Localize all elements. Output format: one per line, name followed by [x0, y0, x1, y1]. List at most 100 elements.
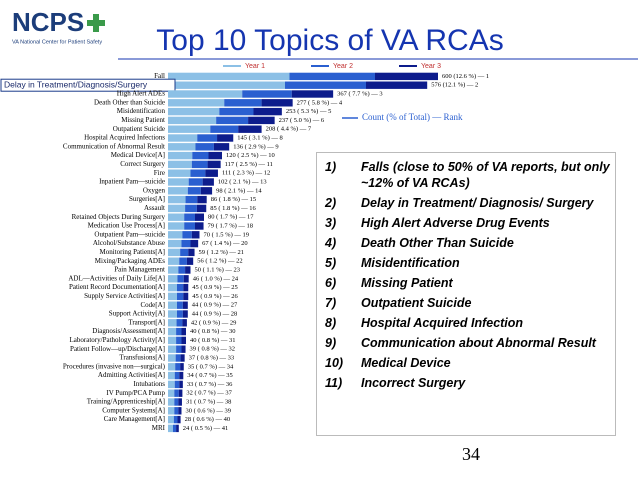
bar-segment [168, 134, 198, 142]
total-label: 56 ( 1.2 %) — 22 [197, 258, 243, 265]
category-label: Patient Follow—up/Discharge[A] [70, 345, 165, 353]
category-label: MRI [152, 424, 166, 432]
item-number: 2) [325, 196, 337, 210]
category-label: High Alert ADEs [117, 90, 165, 98]
bar-segment [168, 283, 177, 292]
category-label: Fall [154, 72, 165, 80]
bar-segment [182, 231, 192, 239]
legend-label: Year 2 [333, 63, 353, 70]
bar-segment [178, 407, 182, 415]
item-number: 3) [325, 216, 337, 230]
bar-segment [168, 319, 177, 327]
bar-segment [177, 292, 184, 301]
total-label: 44 ( 0.9 %) — 27 [192, 302, 238, 309]
category-label: Diagnosis/Assessment[A] [92, 327, 165, 335]
bar-segment [177, 301, 183, 309]
bar-segment [168, 327, 177, 336]
bar-segment [190, 169, 206, 177]
bar-segment [168, 371, 175, 380]
category-label: Care Management[A] [104, 415, 165, 423]
bar-segment [168, 292, 177, 301]
bar-segment [183, 275, 189, 283]
bar-segment [185, 204, 197, 213]
bar-segment [174, 407, 179, 415]
bar-segment [173, 415, 178, 424]
bar-segment [188, 178, 203, 186]
item-number: 10) [325, 356, 344, 370]
bar-segment [219, 107, 254, 116]
item-text: Missing Patient [361, 276, 453, 290]
total-label: 136 ( 2.9 %) — 9 [233, 143, 279, 150]
bar-segment [174, 389, 179, 397]
logo-text: NCPS [12, 7, 84, 37]
category-label: Alcohol/Substance Abuse [93, 239, 165, 247]
bar-segment [253, 107, 282, 116]
category-label: Admitting Activities[A] [98, 371, 165, 379]
category-label: Transport[A] [128, 318, 165, 326]
bar-segment [175, 363, 181, 371]
bar-segment [216, 116, 249, 125]
item-text: Communication about Abnormal Result [361, 336, 596, 350]
item-text: High Alert Adverse Drug Events [361, 216, 550, 230]
category-label: Assault [144, 204, 165, 212]
bar-segment [180, 354, 185, 362]
bar-segment [175, 354, 181, 362]
bar-segment [178, 266, 186, 274]
total-label: 253 ( 5.3 %) — 5 [286, 108, 332, 115]
category-label: Laboratory/Pathology Activity[A] [70, 336, 165, 344]
bar-segment [176, 327, 182, 336]
bar-segment [168, 222, 185, 230]
bar-segment [168, 363, 176, 371]
category-label: Patient Record Documentation[A] [69, 283, 165, 291]
total-label: 46 ( 1.0 %) — 24 [193, 275, 239, 282]
bar-segment [213, 143, 230, 151]
total-label: 98 ( 2.1 %) — 14 [216, 187, 262, 194]
slide-title: Top 10 Topics of VA RCAs [156, 24, 503, 57]
bar-segment [168, 231, 183, 239]
bar-segment [375, 72, 438, 81]
bar-segment [207, 160, 221, 169]
bar-segment [168, 178, 189, 186]
total-label: 67 ( 1.4 %) — 20 [202, 240, 248, 247]
bar-segment [168, 301, 177, 309]
bar-segment [217, 134, 234, 142]
total-label: 28 ( 0.6 %) — 40 [185, 416, 231, 423]
category-label: Delay in Treatment/Diagnosis/Surgery [4, 79, 148, 89]
item-text: Hospital Acquired Infection [361, 316, 524, 330]
category-label: Supply Service Activities[A] [84, 292, 165, 300]
total-label: 86 ( 1.8 %) — 15 [211, 196, 257, 203]
bar-segment [242, 90, 292, 98]
category-label: Missing Patient [121, 116, 165, 124]
total-label: 576 (12.1 %) — 2 [431, 82, 478, 89]
category-label: Mixing/Packaging ADEs [95, 257, 165, 265]
bar-segment [182, 310, 188, 318]
total-label: 50 ( 1.1 %) — 23 [195, 266, 241, 273]
total-label: 30 ( 0.6 %) — 39 [186, 407, 232, 414]
item-number: 6) [325, 276, 337, 290]
bar-segment [168, 90, 243, 98]
item-text: Outpatient Suicide [361, 296, 472, 310]
category-label: Fire [154, 169, 165, 177]
bar-segment [210, 125, 239, 133]
total-label: 277 ( 5.8 %) — 4 [297, 99, 343, 106]
plot: Fall 600 (12.6 %) — 1 Delay in Treatment/D… [0, 63, 489, 433]
bar-segment [168, 195, 186, 204]
bar-segment [168, 72, 290, 81]
bar-segment [248, 116, 275, 125]
bar-segment [178, 398, 182, 406]
bar-segment [168, 354, 176, 362]
category-label: Surgeries[A] [129, 195, 165, 203]
bar-segment [174, 398, 179, 406]
bar-segment [174, 371, 180, 380]
bar-segment [168, 248, 181, 257]
bar-segment [168, 257, 180, 265]
category-label: Medical Device[A] [111, 151, 165, 159]
bar-segment [168, 213, 185, 221]
bar-segment [197, 195, 207, 204]
total-label: 39 ( 0.8 %) — 32 [190, 346, 236, 353]
total-label: 32 ( 0.7 %) — 37 [186, 390, 232, 397]
bar-segment [168, 424, 173, 433]
total-label: 111 ( 2.3 %) — 12 [222, 170, 270, 177]
list-item: 1) Falls (close to 50% of VA reports, but… [325, 159, 615, 191]
